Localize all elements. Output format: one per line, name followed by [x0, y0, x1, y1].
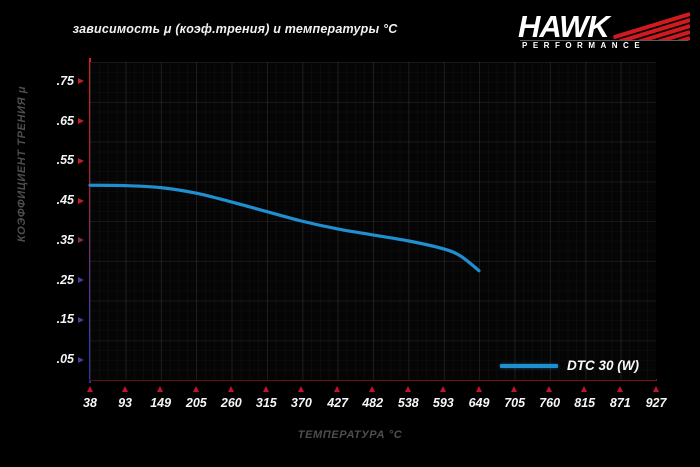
x-tick-label: 593 — [432, 396, 454, 410]
y-tick-arrow-icon — [78, 197, 84, 204]
x-tick-label: 538 — [397, 396, 419, 410]
y-tick-label: .65 — [56, 113, 74, 128]
y-tick-arrow-icon — [78, 157, 84, 164]
y-tick-arrow-icon — [78, 78, 84, 85]
x-tick-arrow-icon — [86, 386, 93, 392]
y-tick-label: .05 — [56, 352, 74, 367]
x-tick-arrow-icon — [546, 386, 553, 392]
major-gridlines — [90, 62, 656, 380]
x-tick-arrow-icon — [369, 386, 376, 392]
x-tick-label: 871 — [609, 396, 631, 410]
x-axis-line — [89, 379, 657, 381]
y-tick-label: .25 — [56, 272, 74, 287]
y-tick-label: .15 — [56, 312, 74, 327]
y-tick-arrow-icon — [78, 277, 84, 284]
x-tick-label: 205 — [185, 396, 207, 410]
x-tick-label: 427 — [327, 396, 349, 410]
brand-tagline: PERFORMANCE — [522, 41, 646, 50]
x-tick-arrow-icon — [192, 386, 199, 392]
x-tick-label: 370 — [290, 396, 312, 410]
x-tick-arrow-icon — [334, 386, 341, 392]
logo-divider — [520, 40, 688, 41]
y-tick-arrow-icon — [78, 356, 84, 363]
x-axis-title: ТЕМПЕРАТУРА °C — [297, 429, 403, 441]
x-tick-label: 649 — [468, 396, 490, 410]
legend: DTC 30 (W) — [500, 358, 639, 373]
x-tick-arrow-icon — [511, 386, 518, 392]
hawk-performance-logo: HAWK PERFORMANCE — [504, 9, 692, 53]
x-tick-label: 927 — [645, 396, 667, 410]
x-tick-arrow-icon — [121, 386, 128, 392]
y-axis-title: КОЭФФИЦИЕНТ ТРЕНИЯ μ — [16, 85, 28, 243]
x-tick-arrow-icon — [475, 386, 482, 392]
x-tick-label: 149 — [150, 396, 172, 410]
x-tick-arrow-icon — [262, 386, 269, 392]
x-tick-arrow-icon — [616, 386, 623, 392]
series-line-dtc30w — [88, 183, 481, 273]
minor-gridlines — [90, 62, 656, 380]
x-tick-arrow-icon — [404, 386, 411, 392]
page-title: зависимость μ (коэф.трения) и температур… — [72, 22, 398, 36]
x-tick-arrow-icon — [227, 386, 234, 392]
brand-name: HAWK — [518, 9, 610, 44]
y-tick-label: .45 — [56, 193, 74, 208]
x-tick-arrow-icon — [157, 386, 164, 392]
x-tick-arrow-icon — [297, 386, 304, 392]
x-tick-label: 760 — [539, 396, 561, 410]
x-tick-label: 705 — [504, 396, 526, 410]
x-tick-label: 815 — [574, 396, 596, 410]
x-tick-label: 38 — [83, 396, 97, 410]
y-tick-arrow-icon — [78, 237, 84, 244]
x-tick-label: 482 — [362, 396, 384, 410]
x-tick-arrow-icon — [652, 386, 659, 392]
y-tick-label: .75 — [56, 73, 74, 88]
x-tick-label: 260 — [220, 396, 242, 410]
y-tick-arrow-icon — [78, 118, 84, 125]
swoosh-icon — [608, 11, 690, 41]
x-tick-label: 93 — [118, 396, 132, 410]
legend-item-label: DTC 30 (W) — [567, 358, 639, 373]
y-tick-arrow-icon — [78, 316, 84, 323]
y-tick-label: .35 — [56, 232, 74, 247]
x-tick-label: 315 — [255, 396, 277, 410]
plot-area — [88, 62, 656, 380]
x-tick-arrow-icon — [439, 386, 446, 392]
series-canvas — [88, 183, 481, 273]
legend-color-swatch — [500, 363, 558, 368]
x-tick-arrow-icon — [581, 386, 588, 392]
y-tick-label: .55 — [56, 153, 74, 168]
